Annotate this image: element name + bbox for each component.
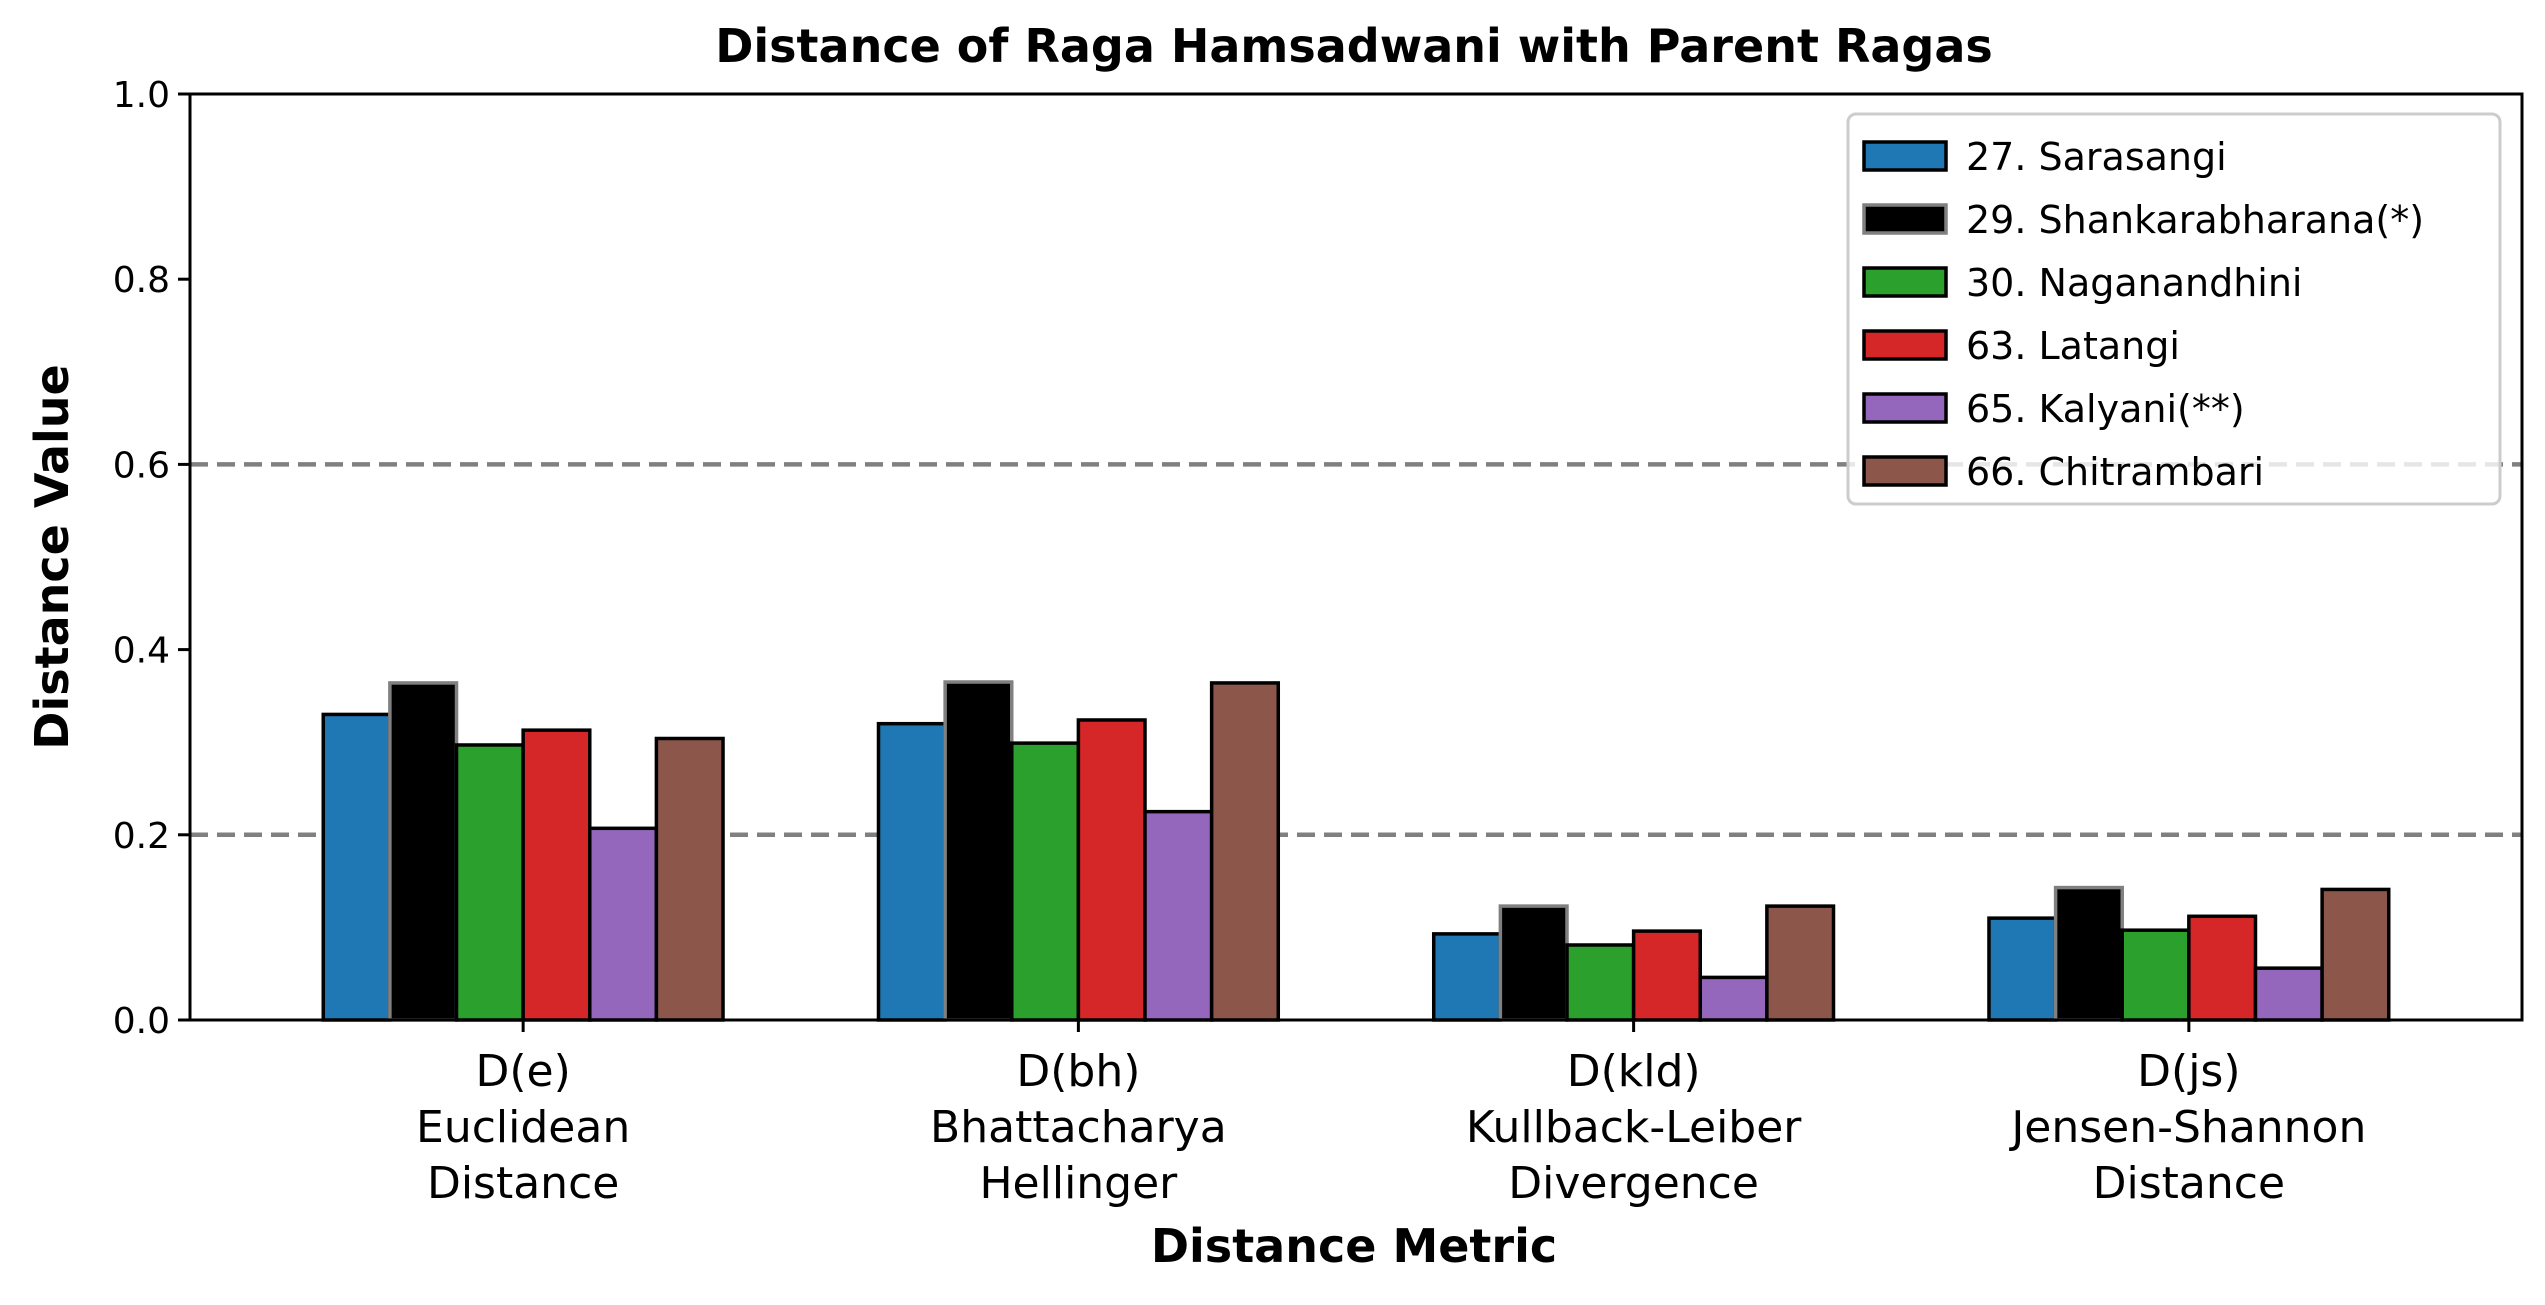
bar [2253,966,2324,1022]
x-tick-label: Distance [427,1158,619,1209]
y-tick-label: 0.6 [113,445,170,486]
x-tick-label: D(kld) [1567,1046,1701,1097]
bar [2053,885,2124,1022]
x-tick-label: D(e) [475,1046,570,1097]
y-tick-label: 0.0 [113,1001,170,1042]
x-tick-label: Euclidean [416,1102,630,1153]
bar [1987,916,2058,1022]
bar [1631,929,1702,1022]
legend-label: 29. Shankarabharana(*) [1966,198,2424,242]
bar [388,681,459,1022]
bar [1431,932,1503,1022]
legend-box [1846,112,2502,506]
x-tick-label: Divergence [1508,1158,1759,1209]
x-axis-label: Distance Metric [1151,1219,1557,1273]
legend-label: 65. Kalyani(**) [1966,387,2245,431]
x-tick-label: Distance [2093,1158,2285,1209]
legend-swatch [1862,266,1948,298]
legend-label: 66. Chitrambari [1966,450,2264,494]
x-tick-label: D(js) [2137,1046,2240,1097]
x-tick-label: Jensen-Shannon [2008,1102,2366,1153]
x-tick-label: Kullback-Leiber [1466,1102,1802,1153]
bar [2187,914,2258,1022]
bar [1209,681,1281,1022]
bar [1010,741,1081,1022]
x-tick-label: Bhattacharya [930,1102,1227,1153]
legend-swatch [1862,455,1948,487]
legend-label: 63. Latangi [1966,324,2180,368]
legend-label: 27. Sarasangi [1966,135,2227,179]
plot-frame [188,92,2524,1022]
bar [521,728,592,1022]
bar [2120,928,2191,1022]
y-axis-label: Distance Value [25,364,79,749]
bar [1765,904,1836,1022]
bar [1565,943,1636,1022]
legend-swatch [1862,392,1948,424]
bar [876,721,947,1022]
bar [321,712,392,1022]
bar [1076,718,1147,1022]
bar [1498,904,1569,1022]
y-tick-label: 1.0 [113,75,170,116]
plot-area: 0.00.20.40.60.81.0D(e)EuclideanDistanceD… [113,75,2524,1209]
y-tick-label: 0.8 [113,260,170,301]
x-tick-label: Hellinger [979,1158,1178,1209]
y-tick-label: 0.4 [113,631,170,672]
legend-swatch [1862,140,1948,172]
bar [588,826,659,1022]
legend-label: 30. Naganandhini [1966,261,2303,305]
bar [454,743,525,1022]
bar [943,680,1014,1022]
bar [1143,809,1214,1022]
x-tick-label: D(bh) [1016,1046,1140,1097]
legend-swatch [1862,203,1948,235]
y-tick-label: 0.2 [113,816,170,857]
legend-swatch [1862,329,1948,361]
bar [2320,887,2391,1022]
bar [654,736,725,1022]
bar [1698,975,1769,1022]
chart-title: Distance of Raga Hamsadwani with Parent … [715,19,1993,73]
